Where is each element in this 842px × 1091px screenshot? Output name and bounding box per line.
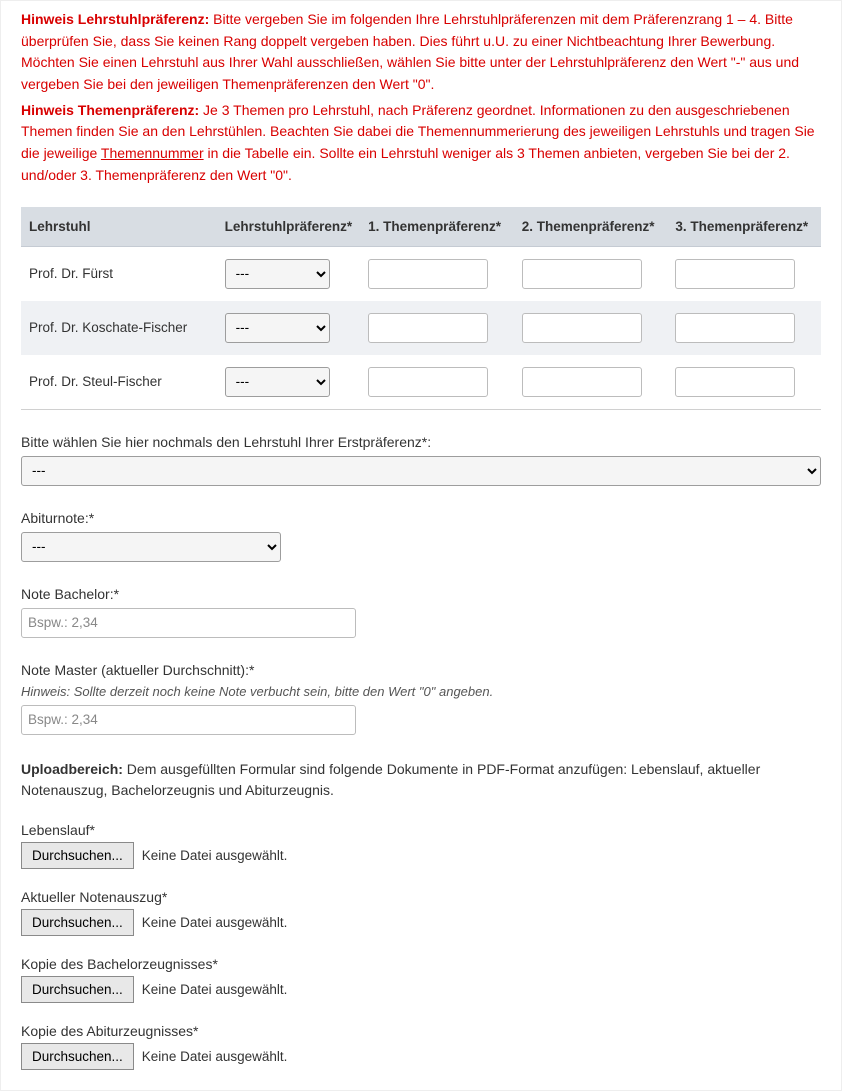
thema1-input[interactable] — [368, 313, 488, 343]
hint-themen-label: Hinweis Themenpräferenz: — [21, 102, 199, 118]
file-status: Keine Datei ausgewählt. — [142, 915, 288, 930]
lehrstuhl-pref-select[interactable]: --- — [225, 367, 330, 397]
file-status: Keine Datei ausgewählt. — [142, 848, 288, 863]
upload-item-label: Kopie des Bachelorzeugnisses* — [21, 956, 821, 972]
preference-table-body: Prof. Dr. Fürst---Prof. Dr. Koschate-Fis… — [21, 246, 821, 409]
hint-themen-underline: Themennummer — [101, 145, 204, 161]
section-upload: Uploadbereich: Dem ausgefüllten Formular… — [21, 759, 821, 1070]
thema2-input[interactable] — [522, 367, 642, 397]
upload-heading-text: Dem ausgefüllten Formular sind folgende … — [21, 761, 760, 799]
browse-button[interactable]: Durchsuchen... — [21, 909, 134, 936]
note-master-label: Note Master (aktueller Durchschnitt):* — [21, 662, 821, 678]
lehrstuhl-name: Prof. Dr. Koschate-Fischer — [21, 301, 217, 355]
upload-item: Lebenslauf* Durchsuchen... Keine Datei aus… — [21, 822, 821, 869]
thema1-input[interactable] — [368, 367, 488, 397]
upload-heading-bold: Uploadbereich: — [21, 761, 123, 777]
upload-item: Kopie des Bachelorzeugnisses* Durchsuchen… — [21, 956, 821, 1003]
th-thema1: 1. Themenpräferenz* — [360, 207, 514, 247]
table-row: Prof. Dr. Steul-Fischer --- — [21, 355, 821, 410]
upload-item-label: Lebenslauf* — [21, 822, 821, 838]
upload-list: Lebenslauf* Durchsuchen... Keine Datei aus… — [21, 822, 821, 1070]
upload-item-label: Kopie des Abiturzeugnisses* — [21, 1023, 821, 1039]
section-abiturnote: Abiturnote:* --- — [21, 510, 821, 562]
file-status: Keine Datei ausgewählt. — [142, 982, 288, 997]
thema1-input[interactable] — [368, 259, 488, 289]
preference-table: Lehrstuhl Lehrstuhlpräferenz* 1. Themenp… — [21, 207, 821, 410]
table-row: Prof. Dr. Koschate-Fischer --- — [21, 301, 821, 355]
form-page: Hinweis Lehrstuhlpräferenz: Bitte vergeb… — [0, 0, 842, 1091]
erstpraeferenz-select[interactable]: --- — [21, 456, 821, 486]
browse-button[interactable]: Durchsuchen... — [21, 976, 134, 1003]
file-status: Keine Datei ausgewählt. — [142, 1049, 288, 1064]
lehrstuhl-pref-select[interactable]: --- — [225, 259, 330, 289]
th-lehrstuhl: Lehrstuhl — [21, 207, 217, 247]
lehrstuhl-pref-select[interactable]: --- — [225, 313, 330, 343]
thema3-input[interactable] — [675, 367, 795, 397]
upload-item-label: Aktueller Notenauszug* — [21, 889, 821, 905]
erstpraeferenz-label: Bitte wählen Sie hier nochmals den Lehrs… — [21, 434, 821, 450]
section-erstpraeferenz: Bitte wählen Sie hier nochmals den Lehrs… — [21, 434, 821, 486]
th-thema2: 2. Themenpräferenz* — [514, 207, 668, 247]
th-lehrstuhlpref: Lehrstuhlpräferenz* — [217, 207, 361, 247]
note-master-hint: Hinweis: Sollte derzeit noch keine Note … — [21, 684, 821, 699]
upload-item: Aktueller Notenauszug* Durchsuchen... Kein… — [21, 889, 821, 936]
section-note-master: Note Master (aktueller Durchschnitt):* H… — [21, 662, 821, 735]
note-master-input[interactable] — [21, 705, 356, 735]
thema3-input[interactable] — [675, 313, 795, 343]
thema3-input[interactable] — [675, 259, 795, 289]
upload-item: Kopie des Abiturzeugnisses* Durchsuchen..… — [21, 1023, 821, 1070]
browse-button[interactable]: Durchsuchen... — [21, 1043, 134, 1070]
hint-lehrstuhl: Hinweis Lehrstuhlpräferenz: Bitte vergeb… — [21, 9, 821, 96]
abiturnote-select[interactable]: --- — [21, 532, 281, 562]
thema2-input[interactable] — [522, 313, 642, 343]
lehrstuhl-name: Prof. Dr. Fürst — [21, 246, 217, 301]
lehrstuhl-name: Prof. Dr. Steul-Fischer — [21, 355, 217, 410]
hint-themen: Hinweis Themenpräferenz: Je 3 Themen pro… — [21, 100, 821, 187]
upload-heading: Uploadbereich: Dem ausgefüllten Formular… — [21, 759, 821, 802]
section-note-bachelor: Note Bachelor:* — [21, 586, 821, 638]
note-bachelor-label: Note Bachelor:* — [21, 586, 821, 602]
browse-button[interactable]: Durchsuchen... — [21, 842, 134, 869]
table-row: Prof. Dr. Fürst --- — [21, 246, 821, 301]
abiturnote-label: Abiturnote:* — [21, 510, 821, 526]
thema2-input[interactable] — [522, 259, 642, 289]
th-thema3: 3. Themenpräferenz* — [667, 207, 821, 247]
note-bachelor-input[interactable] — [21, 608, 356, 638]
hint-lehrstuhl-label: Hinweis Lehrstuhlpräferenz: — [21, 11, 209, 27]
